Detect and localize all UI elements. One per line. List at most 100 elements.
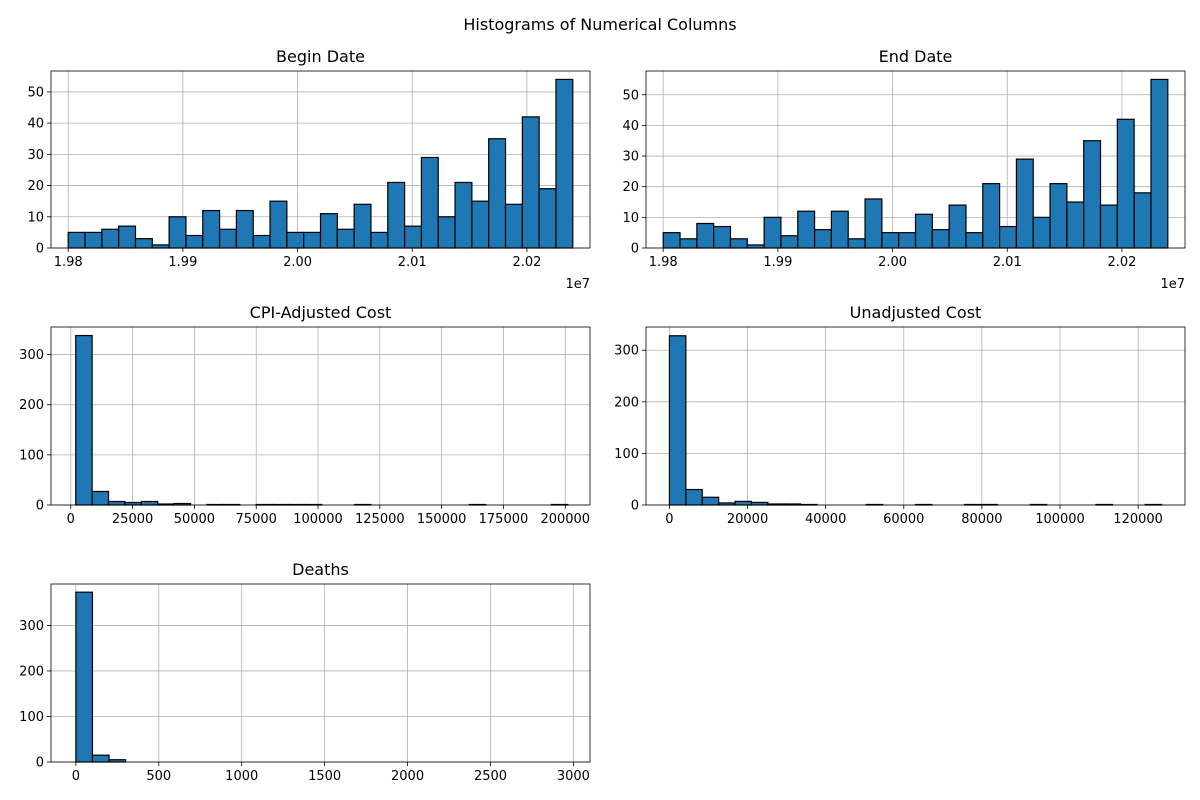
y-tick-label: 10 [27,210,44,225]
x-axis-offset-label: 1e7 [1160,277,1185,292]
x-tick-label: 2.00 [878,255,907,270]
subplot-title: Begin Date [276,47,365,66]
x-tick-label: 2.01 [993,255,1022,270]
x-tick-label: 120000 [1113,512,1163,527]
histogram-bar [91,754,110,763]
y-tick-label: 0 [36,499,44,514]
histogram-bar [931,229,950,249]
x-tick-label: 40000 [805,512,846,527]
figure-suptitle: Histograms of Numerical Columns [463,15,736,34]
x-tick-label: 500 [146,769,171,784]
x-tick-label: 20000 [727,512,768,527]
y-tick-label: 30 [27,148,44,163]
histogram-bar [685,488,703,506]
histogram-bar [134,238,153,249]
histogram-bar [370,231,389,249]
histogram-bar [185,234,204,249]
x-tick-label: 1500 [308,769,341,784]
histogram-bar [235,209,254,249]
histogram-bar [830,210,849,249]
histogram-bar [847,238,866,249]
histogram-bar [521,116,540,249]
x-tick-label: 2.00 [283,255,312,270]
histogram-bar [898,232,917,249]
histogram-bar [353,203,372,249]
axes-frame [50,326,591,506]
y-tick-label: 0 [36,242,44,257]
histogram-bar [84,231,103,249]
y-tick-label: 300 [19,348,44,363]
x-tick-label: 175000 [479,512,529,527]
subplot-title: Deaths [292,560,349,579]
histogram-bar [75,334,93,506]
y-tick-label: 20 [27,179,44,194]
y-tick-label: 100 [614,447,639,462]
histogram-bar [1015,158,1034,249]
histogram-bar [701,496,720,506]
y-tick-label: 50 [622,88,639,103]
histogram-bar [218,228,238,249]
histogram-bar [982,183,1001,249]
subplot-panels: 1.98 1.99 2.00 2.01 2.02 0 10 20 30 40 50 Begin Dat… [19,47,1186,784]
histogram-bar [948,204,967,249]
histogram-bar [662,232,681,249]
histogram-bar [1133,192,1152,249]
histogram-bar [914,213,933,249]
histogram-bar [269,200,288,249]
histogram-bar [75,591,94,763]
x-tick-label: 1000 [225,769,258,784]
axes-frame [645,70,1186,249]
x-tick-label: 2000 [391,769,424,784]
histogram-bar [454,181,473,249]
histogram-bar [780,235,799,249]
y-tick-label: 200 [19,398,44,413]
histogram-bar [107,500,126,506]
x-tick-label: 0 [72,769,80,784]
histogram-bar [1066,201,1085,249]
x-tick-label: 2.02 [512,255,541,270]
axes-frame [50,70,591,249]
x-tick-label: 25000 [112,512,153,527]
y-tick-label: 200 [614,395,639,410]
histogram-bar [437,216,456,249]
x-tick-label: 60000 [883,512,924,527]
histogram-bar [286,231,305,249]
x-tick-label: 200000 [540,512,590,527]
subplot-title: Unadjusted Cost [850,303,982,322]
histogram-bar [998,225,1018,249]
y-tick-label: 10 [622,211,639,226]
histogram-bar [488,138,507,249]
y-tick-label: 40 [27,117,44,132]
x-tick-label: 0 [67,512,75,527]
x-tick-label: 100000 [1035,512,1085,527]
histogram-bar [420,156,439,249]
histogram-bar [696,222,715,249]
histogram-bar [746,244,765,249]
histogram-bar [713,225,732,249]
histogram-bar [668,335,687,506]
x-tick-label: 2.02 [1107,255,1136,270]
histogram-bar [168,216,187,249]
y-tick-label: 100 [19,710,44,725]
histogram-bar [303,231,322,249]
x-tick-label: 2.01 [398,255,427,270]
x-tick-label: 50000 [174,512,215,527]
axes-frame [645,326,1186,506]
y-tick-label: 20 [622,180,639,195]
histogram-bar [101,228,120,249]
axes-frame [50,583,591,763]
histogram-bar [965,232,984,249]
histogram-bar [202,209,221,249]
histogram-bar [538,188,557,249]
histogram-bar [1150,78,1169,249]
y-tick-label: 0 [36,756,44,771]
x-tick-label: 1.99 [168,255,197,270]
y-tick-label: 300 [19,619,44,634]
histogram-bar [1116,118,1135,249]
x-tick-label: 125000 [355,512,405,527]
y-tick-label: 0 [631,499,639,514]
histogram-bar [387,181,406,249]
x-tick-label: 1.98 [649,255,678,270]
histogram-bar [67,231,86,249]
